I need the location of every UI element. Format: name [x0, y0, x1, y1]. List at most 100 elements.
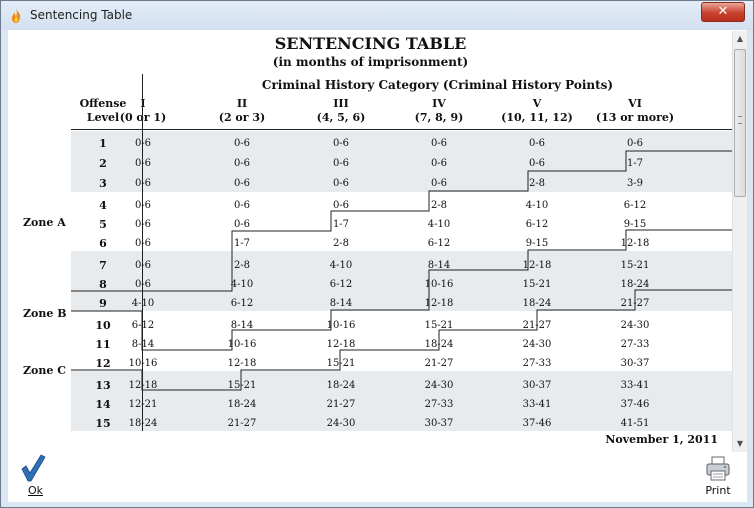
column-roman: IV	[432, 97, 446, 110]
print-label: Print	[705, 484, 731, 497]
table-cell: 24-30	[620, 320, 650, 331]
column-header-6: VI (13 or more)	[585, 97, 685, 125]
table-cell: 2-8	[332, 238, 350, 249]
table-cell: 12-18	[227, 358, 257, 369]
table-cell: 33-41	[620, 380, 650, 391]
table-cell: 30-37	[424, 418, 454, 429]
table-cell: 4-10	[230, 279, 254, 290]
table-cell: 41-51	[620, 418, 650, 429]
offense-level: 3	[99, 177, 107, 190]
table-cell: 0-6	[134, 219, 152, 230]
table-cell: 15-21	[227, 380, 257, 391]
table-cell: 15-21	[522, 279, 552, 290]
table-cell: 0-6	[528, 158, 546, 169]
vertical-scrollbar[interactable]: ▲ ▼	[732, 31, 747, 452]
scroll-up-icon[interactable]: ▲	[736, 34, 744, 43]
table-cell: 10-16	[128, 358, 158, 369]
offense-header-line2: Level	[86, 111, 120, 124]
table-cell: 0-6	[134, 279, 152, 290]
table-cell: 27-33	[522, 358, 552, 369]
table-cell: 0-6	[233, 158, 251, 169]
table-cell: 6-12	[427, 238, 451, 249]
table-cell: 37-46	[522, 418, 552, 429]
column-roman: VI	[628, 97, 642, 110]
table-cell: 18-24	[522, 298, 552, 309]
offense-level: 14	[95, 398, 111, 411]
table-cell: 12-18	[128, 380, 158, 391]
column-points: (2 or 3)	[218, 111, 266, 124]
table-cell: 15-21	[620, 260, 650, 271]
scroll-down-icon[interactable]: ▼	[736, 439, 744, 448]
table-cell: 0-6	[134, 260, 152, 271]
table-cell: 1-7	[233, 238, 251, 249]
offense-level: 11	[95, 338, 111, 351]
table-cell: 4-10	[131, 298, 155, 309]
row-band	[71, 131, 732, 192]
window-title: Sentencing Table	[30, 8, 133, 22]
table-cell: 12-18	[424, 298, 454, 309]
table-cell: 6-12	[131, 320, 155, 331]
print-button[interactable]: Print	[696, 454, 740, 498]
flame-icon	[11, 8, 21, 23]
table-cell: 24-30	[326, 418, 356, 429]
offense-level: 13	[95, 379, 111, 392]
offense-level: 15	[95, 417, 111, 430]
table-cell: 8-14	[230, 320, 254, 331]
column-roman: V	[532, 97, 542, 110]
title-bar[interactable]: Sentencing Table ✕	[1, 1, 753, 30]
table-cell: 8-14	[427, 260, 451, 271]
table-cell: 0-6	[528, 138, 546, 149]
checkmark-icon	[21, 454, 46, 482]
table-cell: 27-33	[620, 339, 650, 350]
table-cell: 0-6	[233, 219, 251, 230]
client-area: SENTENCING TABLE (in months of imprisonm…	[8, 30, 747, 502]
zone-a-label: Zone A	[23, 216, 66, 229]
close-button[interactable]: ✕	[701, 2, 745, 22]
table-cell: 0-6	[332, 200, 350, 211]
table-cell: 10-16	[227, 339, 257, 350]
table-cell: 15-21	[326, 358, 356, 369]
table-cell: 0-6	[332, 138, 350, 149]
offense-level: 9	[99, 297, 107, 310]
table-cell: 0-6	[430, 178, 448, 189]
category-header: Criminal History Category (Criminal Hist…	[261, 78, 614, 92]
table-cell: 6-12	[525, 219, 549, 230]
table-cell: 18-24	[227, 399, 257, 410]
table-subtitle: (in months of imprisonment)	[272, 55, 469, 69]
scroll-thumb[interactable]	[734, 49, 746, 197]
zone-a-boundary	[71, 150, 732, 292]
column-points: (4, 5, 6)	[316, 111, 366, 124]
zone-boundaries	[71, 150, 732, 391]
column-points: (13 or more)	[595, 111, 675, 124]
header-rule	[71, 129, 732, 130]
table-cell: 0-6	[134, 200, 152, 211]
column-header-4: IV (7, 8, 9)	[389, 97, 489, 125]
ok-label: Ok	[28, 484, 44, 497]
table-cell: 4-10	[329, 260, 353, 271]
ok-button[interactable]: Ok	[16, 454, 56, 498]
table-title: SENTENCING TABLE	[274, 34, 467, 53]
table-cell: 2-8	[528, 178, 546, 189]
table-cell: 12-18	[522, 260, 552, 271]
table-cell: 8-14	[329, 298, 353, 309]
column-roman: II	[236, 97, 248, 110]
column-header-2: II (2 or 3)	[192, 97, 292, 125]
table-cell: 6-12	[329, 279, 353, 290]
table-cell: 1-7	[332, 219, 350, 230]
table-cell: 24-30	[424, 380, 454, 391]
column-points: (10, 11, 12)	[501, 111, 573, 124]
table-cell: 33-41	[522, 399, 552, 410]
table-cell: 4-10	[525, 200, 549, 211]
effective-date: November 1, 2011	[605, 433, 718, 446]
stub-rule	[142, 74, 143, 431]
table-cell: 12-18	[326, 339, 356, 350]
table-cell: 30-37	[522, 380, 552, 391]
table-cell: 0-6	[233, 138, 251, 149]
table-cell: 12-21	[128, 399, 158, 410]
table-cell: 0-6	[134, 238, 152, 249]
table-cell: 0-6	[134, 138, 152, 149]
table-cell: 0-6	[233, 178, 251, 189]
sentencing-table-view: SENTENCING TABLE (in months of imprisonm…	[9, 31, 732, 452]
table-cell: 9-15	[525, 238, 549, 249]
